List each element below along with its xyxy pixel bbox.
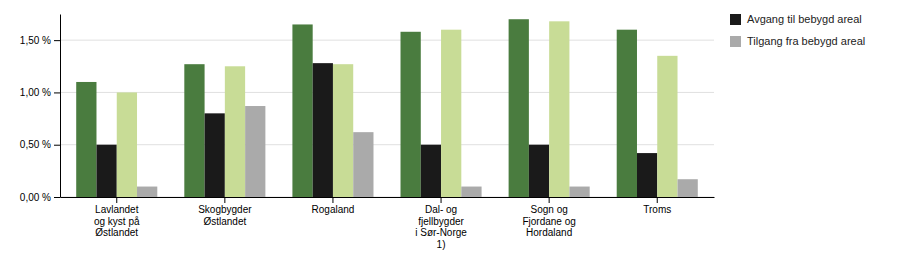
tick-label: 1,50 % (20, 35, 51, 46)
tick-label: Lavlandetog kyst påØstlandet (94, 204, 140, 238)
grid-line (60, 92, 714, 93)
tick-label: 0,50 % (20, 139, 51, 150)
tick-mark (54, 40, 60, 41)
tick-label: Dal- ogfjellbygderi Sør-Norge1) (415, 204, 467, 250)
bar (421, 145, 441, 197)
tick: 1,50 % (20, 35, 60, 46)
series (76, 19, 637, 197)
legend-label: Tilgang fra bebygd areal (747, 35, 865, 47)
tick-label: Sogn ogFjordane ogHordaland (522, 204, 575, 238)
tick-mark (54, 197, 60, 198)
tick-mark (116, 197, 117, 203)
tick-mark (657, 197, 658, 203)
tick-mark (54, 92, 60, 93)
bar (441, 30, 461, 197)
bar (76, 82, 96, 197)
bar (637, 153, 657, 197)
axis-line (60, 15, 61, 198)
tick-label: 1,00 % (20, 87, 51, 98)
bar (353, 132, 373, 197)
legend-item: Tilgang fra bebygd areal (730, 35, 865, 47)
grid-line (60, 144, 714, 145)
tick-mark (549, 197, 550, 203)
bar (117, 92, 137, 197)
series (137, 106, 698, 197)
grid (60, 40, 714, 197)
tick: 1,00 % (20, 87, 60, 98)
bar (461, 187, 481, 197)
tick: Rogaland (312, 197, 355, 215)
bars (76, 19, 698, 197)
bar (205, 113, 225, 197)
bar (245, 106, 265, 197)
bar (292, 24, 312, 197)
tick: Lavlandetog kyst påØstlandet (94, 197, 140, 238)
legend: Avgang til bebygd areal Tilgang fra bebyg… (730, 13, 865, 47)
grid-line (60, 40, 714, 41)
series (117, 21, 678, 197)
tick-mark (332, 197, 333, 203)
legend-item: Avgang til bebygd areal (730, 13, 862, 25)
bar (137, 187, 157, 197)
legend-label: Avgang til bebygd areal (747, 13, 862, 25)
bar (333, 64, 353, 197)
grid-line (60, 197, 714, 198)
tick-mark (224, 197, 225, 203)
bar (569, 187, 589, 197)
bar (509, 19, 529, 197)
bar (678, 179, 698, 197)
tick: Sogn ogFjordane ogHordaland (522, 197, 575, 238)
series (96, 63, 657, 197)
bar (549, 21, 569, 197)
legend-swatch (730, 36, 741, 47)
legend-swatch (730, 14, 741, 25)
chart: 0,00 % 0,50 % 1,00 % 1,50 % Lavlandetog kyst… (0, 0, 914, 275)
tick-label: 0,00 % (20, 192, 51, 203)
axis-line (61, 197, 715, 198)
bar (313, 63, 333, 197)
tick: SkogbygderØstlandet (198, 197, 252, 227)
tick-mark (441, 197, 442, 203)
tick: 0,00 % (20, 192, 60, 203)
y-axis: 0,00 % 0,50 % 1,00 % 1,50 % (20, 15, 61, 203)
bar (225, 66, 245, 197)
bar (657, 56, 677, 197)
tick: Dal- ogfjellbygderi Sør-Norge1) (415, 197, 467, 250)
tick-mark (54, 145, 60, 146)
bar (401, 32, 421, 197)
tick: Troms (643, 197, 671, 215)
tick: 0,50 % (20, 139, 60, 150)
plot: 0,00 % 0,50 % 1,00 % 1,50 % Lavlandetog kyst… (20, 15, 715, 250)
tick-label: Rogaland (312, 204, 355, 215)
bar (617, 30, 637, 197)
tick-label: SkogbygderØstlandet (198, 204, 252, 227)
tick-label: Troms (643, 204, 671, 215)
bar (529, 145, 549, 197)
bar (184, 64, 204, 197)
bar (96, 145, 116, 197)
x-axis: Lavlandetog kyst påØstlandet SkogbygderØs… (61, 197, 715, 250)
